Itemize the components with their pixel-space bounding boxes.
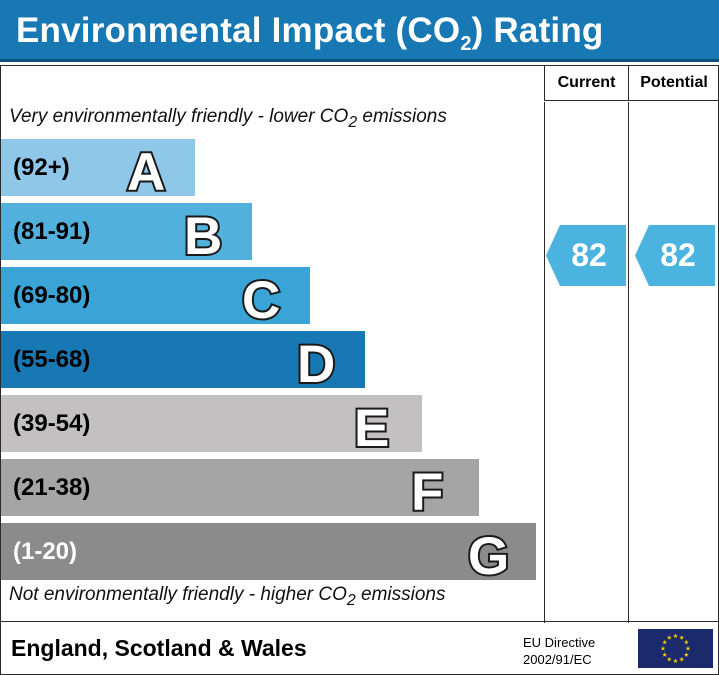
svg-text:A: A (127, 143, 165, 202)
svg-text:B: B (184, 207, 222, 266)
svg-text:G: G (468, 527, 509, 586)
svg-text:E: E (354, 399, 389, 458)
svg-text:D: D (297, 335, 335, 394)
svg-text:F: F (411, 463, 443, 522)
svg-text:C: C (242, 271, 280, 330)
